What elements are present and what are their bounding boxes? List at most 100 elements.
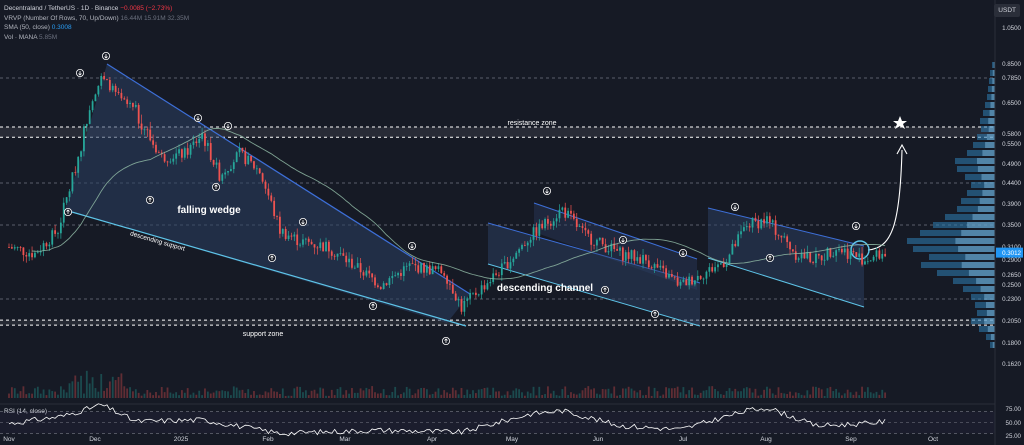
- legend-volume-row[interactable]: Vol · MANA 5.85M: [4, 33, 189, 43]
- candle-body: [878, 250, 881, 259]
- candle-body: [645, 255, 647, 261]
- volume-bar: [382, 389, 385, 398]
- candle-body: [100, 75, 103, 86]
- candle-body: [446, 275, 448, 284]
- volume-bar: [45, 395, 48, 398]
- candle-body: [650, 267, 653, 269]
- time-tick-label: May: [506, 436, 519, 443]
- signal-marker-down: [619, 235, 628, 244]
- volume-bar: [449, 393, 451, 398]
- price-change: −0.0085 (−2.73%): [120, 5, 173, 12]
- signal-marker-up: [211, 182, 220, 191]
- price-tick-label: 0.5800: [1002, 131, 1021, 138]
- volume-bar: [532, 386, 535, 398]
- support-zone-label: support zone: [243, 331, 284, 338]
- volume-profile-row: [937, 270, 995, 276]
- resistance-zone-label: resistance zone: [507, 120, 556, 127]
- candle-body: [206, 143, 209, 146]
- volume-bar: [250, 394, 252, 398]
- volume-bar: [16, 393, 19, 398]
- volume-profile-row-up: [992, 342, 995, 348]
- signal-marker-down: [193, 114, 202, 123]
- volume-bar: [457, 394, 460, 398]
- legend-sma-row[interactable]: SMA (50, close) 0.3008: [4, 23, 189, 33]
- volume-bar: [665, 387, 667, 398]
- candle-body: [806, 252, 809, 259]
- price-axis[interactable]: 1.0500 0.8500 0.7850 0.6500 0.5800 0.5500 0.49…: [994, 0, 1024, 445]
- candle-body: [255, 168, 258, 170]
- volume-bar: [561, 389, 564, 398]
- volume-bar: [639, 390, 642, 398]
- volume-bar: [181, 390, 183, 398]
- candle-body: [8, 247, 10, 248]
- candle-body: [812, 262, 814, 263]
- candle-body: [13, 247, 16, 249]
- candle-body: [10, 247, 13, 249]
- candle-body: [134, 104, 137, 107]
- candle-body: [143, 129, 146, 131]
- volume-bar: [630, 388, 633, 398]
- volume-bar: [91, 377, 94, 398]
- channel-2-upper-line: [533, 202, 698, 260]
- falling-wedge-label: falling wedge: [177, 205, 241, 216]
- candle-body: [195, 141, 198, 144]
- candle-body: [872, 256, 875, 261]
- candle-body: [823, 259, 826, 261]
- currency-button[interactable]: USDT: [994, 4, 1020, 17]
- volume-bar: [668, 388, 670, 398]
- candle-body: [665, 268, 667, 278]
- volume-bar: [34, 388, 36, 398]
- candle-body: [365, 270, 368, 276]
- volume-profile-row: [957, 206, 995, 212]
- candle-body: [31, 253, 33, 258]
- volume-bar: [766, 386, 768, 398]
- volume-bar: [619, 394, 621, 398]
- candle-body: [302, 239, 304, 245]
- volume-profile-row: [977, 134, 995, 140]
- volume-bar: [417, 389, 420, 398]
- volume-profile-layer: [907, 62, 995, 348]
- candle-body: [702, 278, 705, 280]
- legend-symbol-row[interactable]: Decentraland / TetherUS · 1D · Binance −…: [4, 4, 189, 14]
- volume-profile-row-up: [972, 214, 995, 220]
- volume-bar: [247, 389, 250, 398]
- volume-bar: [549, 393, 552, 398]
- volume-profile-row-up: [967, 222, 995, 228]
- candle-body: [215, 162, 218, 165]
- candle-body: [869, 260, 872, 262]
- volume-bar: [812, 386, 814, 398]
- volume-bar: [751, 392, 754, 398]
- candle-body: [518, 249, 521, 253]
- volume-bar: [627, 386, 630, 398]
- time-tick-label: Apr: [427, 436, 438, 443]
- volume-bar: [163, 392, 166, 398]
- candle-body: [405, 265, 408, 267]
- candle-body: [114, 85, 117, 92]
- time-tick-label: Oct: [928, 436, 938, 443]
- candle-body: [840, 249, 843, 253]
- candle-body: [763, 219, 765, 224]
- time-tick-label: Dec: [89, 436, 101, 443]
- volume-bar: [54, 391, 57, 398]
- candle-body: [204, 133, 206, 146]
- time-axis[interactable]: Nov Dec 2025 Feb Mar Apr May Jun Jul Aug Sep Oct: [3, 436, 938, 443]
- volume-bar: [878, 394, 881, 398]
- legend-vrvp-row[interactable]: VRVP (Number Of Rows, 70, Up/Down) 16.44…: [4, 14, 189, 24]
- candle-body: [353, 267, 356, 269]
- volume-bar: [521, 392, 523, 398]
- volume-bar: [587, 386, 590, 398]
- signal-marker-down: [298, 217, 307, 226]
- volume-bar: [189, 394, 192, 398]
- signal-marker-down: [102, 52, 111, 61]
- volume-bar: [768, 388, 771, 398]
- volume-bar: [659, 395, 662, 398]
- volume-bar: [371, 386, 374, 398]
- candle-body: [515, 252, 518, 259]
- volume-bar: [65, 392, 68, 398]
- volume-profile-row: [983, 110, 995, 116]
- candle-body: [757, 220, 760, 229]
- candle-body: [480, 285, 483, 295]
- volume-bar: [555, 395, 558, 398]
- volume-bar: [515, 388, 518, 398]
